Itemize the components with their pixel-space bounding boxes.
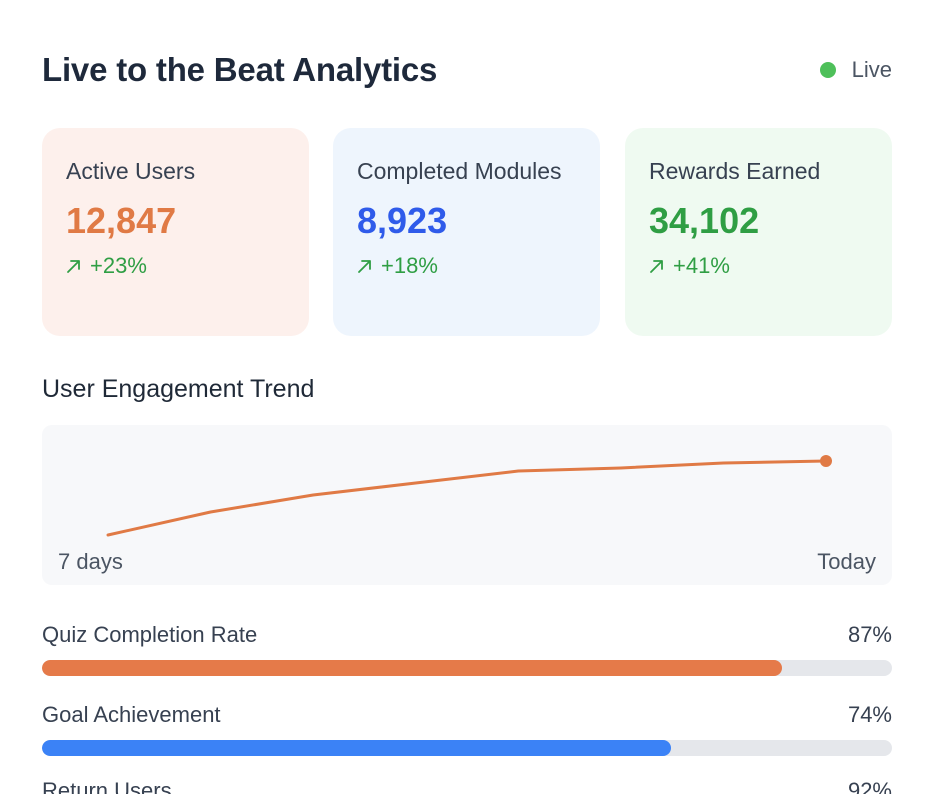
trend-up-arrow-icon <box>67 260 80 273</box>
progress-fill <box>42 660 782 676</box>
engagement-trend-line <box>106 459 828 537</box>
metric-label: Return Users <box>42 778 172 794</box>
trend-endpoint-dot <box>820 455 832 467</box>
stat-card-value: 8,923 <box>357 200 448 241</box>
chart-start-label: 7 days <box>58 549 123 574</box>
metric-value: 92% <box>847 778 892 794</box>
engagement-line-chart <box>106 455 832 537</box>
progress-fill <box>42 740 671 756</box>
stat-card-label: Active Users <box>66 158 196 184</box>
live-status: Live <box>819 48 892 92</box>
stat-card-label: Rewards Earned <box>649 158 821 184</box>
trend-up-arrow-icon <box>650 260 663 273</box>
progress-track <box>42 660 892 676</box>
metric-value: 74% <box>847 702 892 727</box>
metric-label: Goal Achievement <box>42 702 221 727</box>
engagement-trend-chart: 7 days Today <box>42 425 892 585</box>
page-title: Live to the Beat Analytics <box>42 51 438 88</box>
metric-goal-achievement: Goal Achievement 74% <box>42 700 892 756</box>
stat-card-value: 12,847 <box>66 200 177 241</box>
metric-value: 87% <box>847 622 892 647</box>
stat-card-value: 34,102 <box>649 200 760 241</box>
stat-card-change: +41% <box>649 251 868 281</box>
metric-quiz-completion: Quiz Completion Rate 87% <box>42 620 892 676</box>
stat-card-change-value: +18% <box>381 253 438 278</box>
progress-track <box>42 740 892 756</box>
live-status-label: Live <box>851 57 892 82</box>
stat-card-rewards-earned: Rewards Earned 34,102 +41% <box>625 128 892 336</box>
stat-card-change: +23% <box>66 251 285 281</box>
engagement-trend-title: User Engagement Trend <box>42 375 315 403</box>
chart-end-label: Today <box>817 549 876 574</box>
live-indicator-dot <box>819 62 836 78</box>
stat-card-completed-modules: Completed Modules 8,923 +18% <box>333 128 600 336</box>
stat-card-active-users: Active Users 12,847 +23% <box>42 128 309 336</box>
trend-up-arrow-icon <box>358 260 371 273</box>
dashboard-header: Live to the Beat Analytics Live <box>42 48 892 92</box>
stat-card-change-value: +23% <box>90 253 147 278</box>
stat-card-change-value: +41% <box>673 253 730 278</box>
stat-card-change: +18% <box>357 251 576 281</box>
stat-card-label: Completed Modules <box>357 158 562 184</box>
stat-cards: Active Users 12,847 +23% Completed Modul… <box>42 128 892 336</box>
metric-return-users: Return Users 92% <box>42 776 892 794</box>
metric-label: Quiz Completion Rate <box>42 622 258 647</box>
